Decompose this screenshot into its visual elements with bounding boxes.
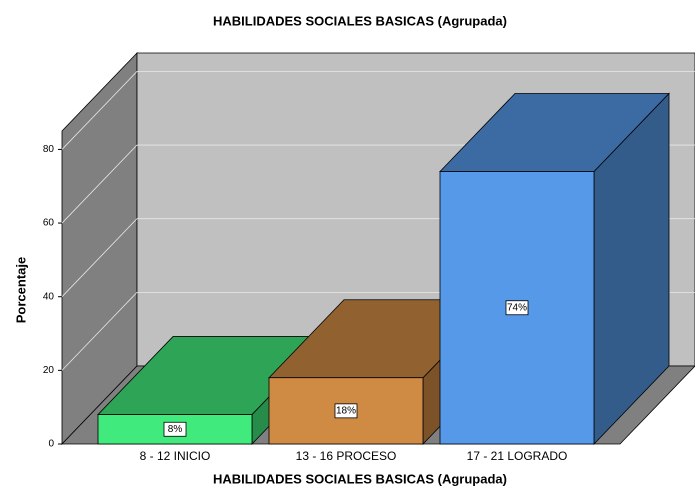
chart-title: HABILIDADES SOCIALES BASICAS (Agrupada) [213, 13, 507, 28]
x-axis-title: HABILIDADES SOCIALES BASICAS (Agrupada) [213, 471, 507, 486]
grid-line [61, 292, 138, 371]
value-label: 74% [507, 302, 527, 313]
x-tick-label: 13 - 16 PROCESO [296, 449, 397, 463]
y-tick-label: 40 [43, 291, 55, 302]
value-label-box [334, 403, 358, 419]
value-label-box [163, 421, 187, 437]
y-tick-label: 60 [43, 218, 55, 229]
x-tick-label: 17 - 21 LOGRADO [467, 449, 568, 463]
grid-line [61, 144, 138, 224]
value-label-box [505, 300, 529, 316]
grid-line [61, 218, 138, 297]
y-tick-label: 80 [43, 144, 55, 155]
value-label: 18% [336, 405, 356, 416]
grid-line [61, 71, 138, 150]
x-tick-label: 8 - 12 INICIO [140, 449, 211, 463]
y-tick-label: 20 [43, 365, 55, 376]
y-axis-title: Porcentaje [13, 257, 28, 323]
value-label: 8% [168, 424, 183, 435]
y-tick-label: 0 [48, 439, 54, 450]
